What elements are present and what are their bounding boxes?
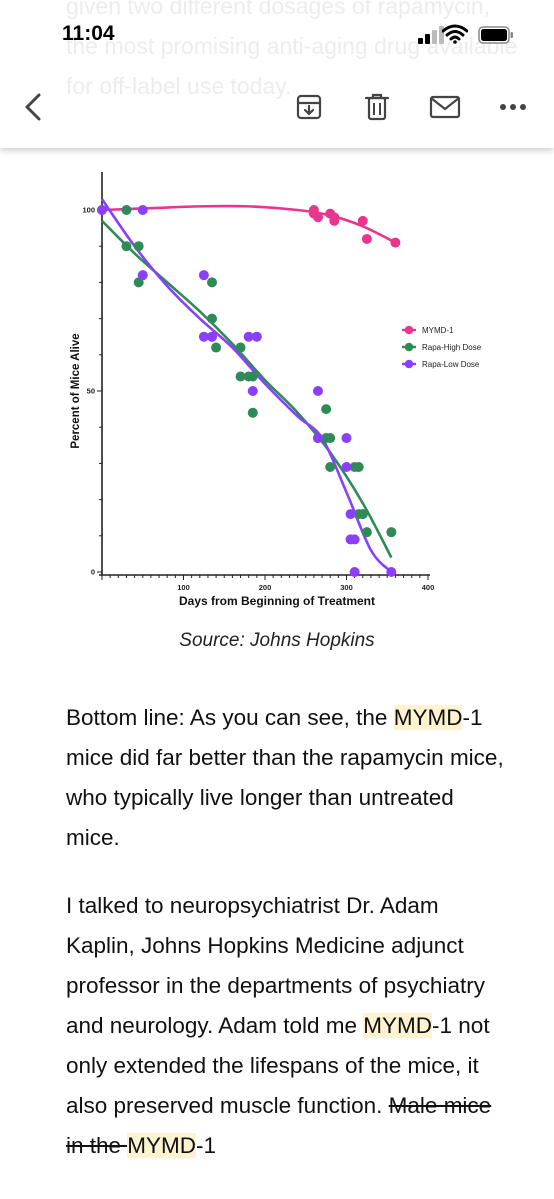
archive-button[interactable] — [292, 90, 326, 124]
data-point-rapa-low-dose — [341, 433, 352, 444]
paragraph-text: I talked to neuropsychiatrist Dr. Adam K… — [66, 893, 485, 1038]
back-button[interactable] — [16, 90, 50, 124]
archive-icon — [296, 94, 322, 120]
chart-axes: 100 200 300 400 100 50 0 Days from Beginning of… — [70, 172, 434, 608]
paragraph-interview: I talked to neuropsychiatrist Dr. Adam K… — [66, 886, 506, 1166]
chevron-left-icon — [25, 93, 41, 121]
x-tick-label: 200 — [259, 583, 272, 592]
fit-curve-mymd-1 — [101, 204, 396, 244]
data-point-rapa-high-dose — [325, 462, 336, 473]
chart-caption: Source: Johns Hopkins — [179, 630, 375, 651]
data-point-rapa-low-dose — [312, 386, 323, 396]
data-point-rapa-high-dose — [235, 342, 246, 353]
x-tick-label: 100 — [177, 583, 190, 592]
data-point-rapa-low-dose — [137, 270, 148, 281]
data-point-rapa-high-dose — [207, 313, 218, 324]
data-point-mymd-1 — [329, 215, 340, 226]
data-point-rapa-high-dose — [247, 407, 258, 418]
data-point-rapa-high-dose — [133, 241, 144, 252]
y-tick-label: 100 — [82, 206, 95, 215]
data-point-rapa-low-dose — [251, 331, 262, 342]
y-axis-label: Percent of Mice Alive — [70, 333, 82, 448]
paragraph-text: -1 not only extended the lifespans of th… — [66, 1013, 490, 1118]
data-point-rapa-low-dose — [349, 534, 360, 545]
data-point-rapa-low-dose — [341, 462, 352, 473]
data-point-rapa-high-dose — [211, 342, 222, 353]
legend-label: Rapa-High Dose — [422, 343, 482, 352]
data-point-rapa-high-dose — [207, 277, 218, 288]
data-point-rapa-high-dose — [235, 371, 246, 382]
data-point-mymd-1 — [312, 212, 323, 223]
data-point-rapa-low-dose — [349, 567, 360, 577]
data-point-rapa-low-dose — [247, 386, 258, 396]
trash-icon — [364, 93, 390, 121]
scrolled-background-text: given two different dosages of rapamycin… — [66, 0, 518, 99]
chart-fit-curves — [100, 198, 396, 573]
data-point-rapa-low-dose — [198, 331, 209, 342]
y-tick-label: 50 — [87, 387, 95, 396]
data-point-rapa-low-dose — [207, 331, 218, 342]
x-axis-label: Days from Beginning of Treatment — [179, 594, 375, 608]
legend-marker — [404, 342, 414, 352]
data-point-rapa-high-dose — [247, 371, 258, 382]
highlighted-term: MYMD — [393, 705, 463, 730]
wifi-icon — [442, 24, 468, 44]
data-point-rapa-high-dose — [325, 433, 336, 444]
legend-marker — [404, 359, 414, 369]
legend-label: Rapa-Low Dose — [422, 360, 480, 369]
paragraph-text: -1 — [196, 1133, 217, 1158]
fit-curve-rapa-low-dose — [100, 198, 393, 573]
data-point-mymd-1 — [357, 215, 368, 226]
data-point-mymd-1 — [390, 237, 401, 248]
mail-icon — [429, 95, 461, 119]
chart-legend: MYMD-1 Rapa-High Dose Rapa-Low Dose — [402, 325, 482, 369]
y-tick-label: 0 — [91, 568, 95, 577]
paragraph-text: -1 mice did far better than the rapamyci… — [66, 705, 504, 850]
data-point-rapa-low-dose — [243, 331, 254, 342]
delete-button[interactable] — [360, 90, 394, 124]
data-point-rapa-low-dose — [345, 509, 356, 520]
legend-label: MYMD-1 — [422, 326, 454, 335]
data-point-rapa-high-dose — [121, 241, 132, 252]
chart-points — [97, 205, 401, 577]
mail-button[interactable] — [428, 90, 462, 124]
more-icon — [500, 104, 526, 110]
data-point-mymd-1 — [361, 233, 372, 244]
battery-icon — [478, 26, 513, 44]
legend-marker — [404, 325, 414, 335]
data-point-rapa-low-dose — [198, 270, 209, 281]
highlighted-term: MYMD — [363, 1013, 433, 1038]
paragraph-bottom-line: Bottom line: As you can see, the MYMD-1 … — [66, 698, 506, 858]
x-tick-label: 300 — [340, 583, 353, 592]
top-app-bar: given two different dosages of rapamycin… — [0, 0, 554, 148]
data-point-rapa-high-dose — [121, 205, 132, 215]
status-time: 11:04 — [62, 22, 115, 45]
x-tick-label: 400 — [422, 583, 435, 592]
data-point-rapa-high-dose — [361, 527, 372, 538]
paragraph-text: Bottom line: As you can see, the — [66, 705, 394, 730]
highlighted-term: MYMD — [127, 1133, 197, 1158]
data-point-rapa-low-dose — [312, 433, 323, 444]
survival-chart: 100 200 300 400 100 50 0 Days from Beginning of… — [70, 172, 482, 608]
data-point-rapa-low-dose — [137, 205, 148, 215]
data-point-rapa-high-dose — [353, 462, 364, 473]
more-button[interactable] — [496, 90, 530, 124]
data-point-rapa-high-dose — [321, 404, 332, 415]
data-point-rapa-high-dose — [357, 509, 368, 520]
struck-text: Male mice in the — [66, 1093, 492, 1158]
data-point-rapa-low-dose — [386, 567, 397, 577]
data-point-rapa-high-dose — [386, 527, 397, 538]
data-point-rapa-low-dose — [97, 205, 107, 215]
